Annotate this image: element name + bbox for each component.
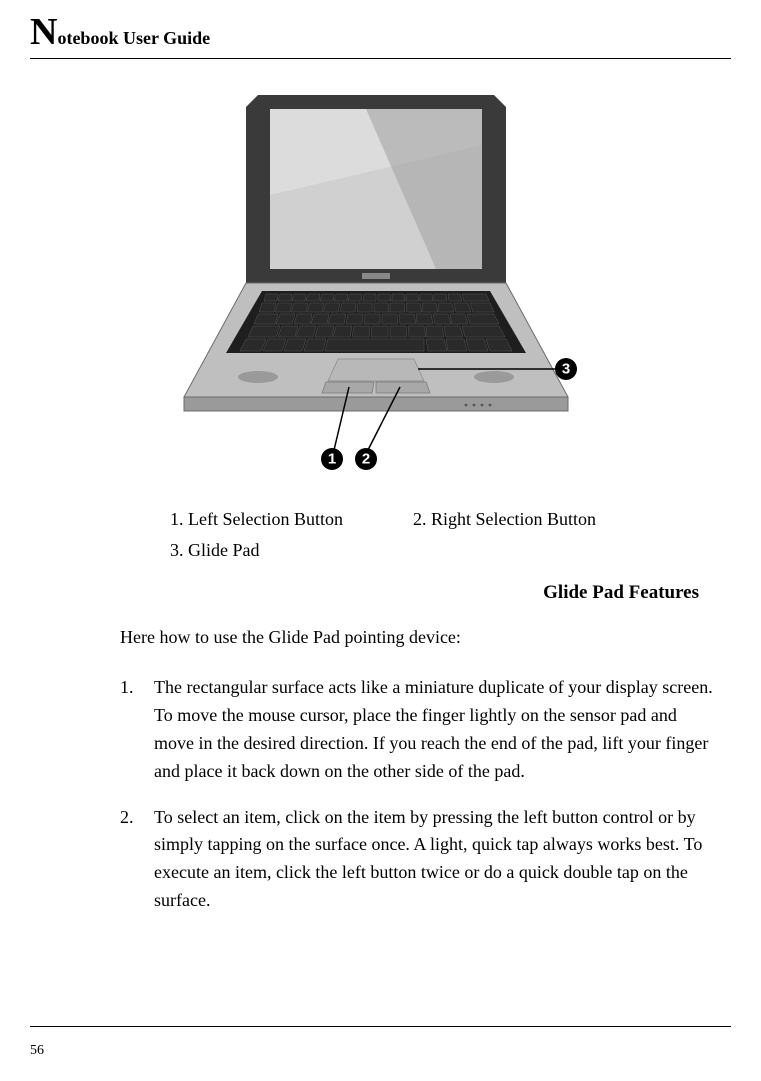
laptop-screen-group [246, 95, 506, 283]
speaker-left [238, 371, 278, 383]
list-text: To select an item, click on the item by … [154, 804, 713, 916]
header-rule [30, 58, 731, 59]
page-header: Notebook User Guide [30, 10, 731, 59]
speaker-right [474, 371, 514, 383]
list-number: 1. [120, 674, 154, 786]
header-title: Notebook User Guide [30, 10, 731, 54]
legend-item-3: 3. Glide Pad [170, 535, 260, 566]
intro-text: Here how to use the Glide Pad pointing d… [120, 627, 701, 648]
instruction-list: 1. The rectangular surface acts like a m… [120, 674, 713, 933]
figure-legend: 1. Left Selection Button 2. Right Select… [170, 504, 701, 565]
callout-2-label: 2 [361, 451, 369, 468]
list-number: 2. [120, 804, 154, 916]
list-text: The rectangular surface acts like a mini… [154, 674, 713, 786]
hinge-label [362, 273, 390, 279]
legend-item-2: 2. Right Selection Button [413, 504, 596, 535]
header-rest: otebook User Guide [57, 28, 210, 48]
touchpad [328, 359, 424, 381]
page-number: 56 [30, 1043, 44, 1059]
legend-item-1: 1. Left Selection Button [170, 504, 343, 535]
laptop-base-group [184, 283, 568, 411]
touch-button-right [376, 382, 430, 393]
list-item: 1. The rectangular surface acts like a m… [120, 674, 713, 786]
footer-rule [30, 1026, 731, 1027]
base-front [184, 397, 568, 411]
header-dropcap: N [30, 11, 57, 53]
laptop-illustration: 1 2 3 [166, 85, 596, 485]
section-heading: Glide Pad Features [543, 582, 699, 604]
callout-3-label: 3 [561, 361, 569, 378]
list-item: 2. To select an item, click on the item … [120, 804, 713, 916]
laptop-figure: 1 2 3 [0, 85, 761, 485]
callout-1-label: 1 [327, 451, 335, 468]
